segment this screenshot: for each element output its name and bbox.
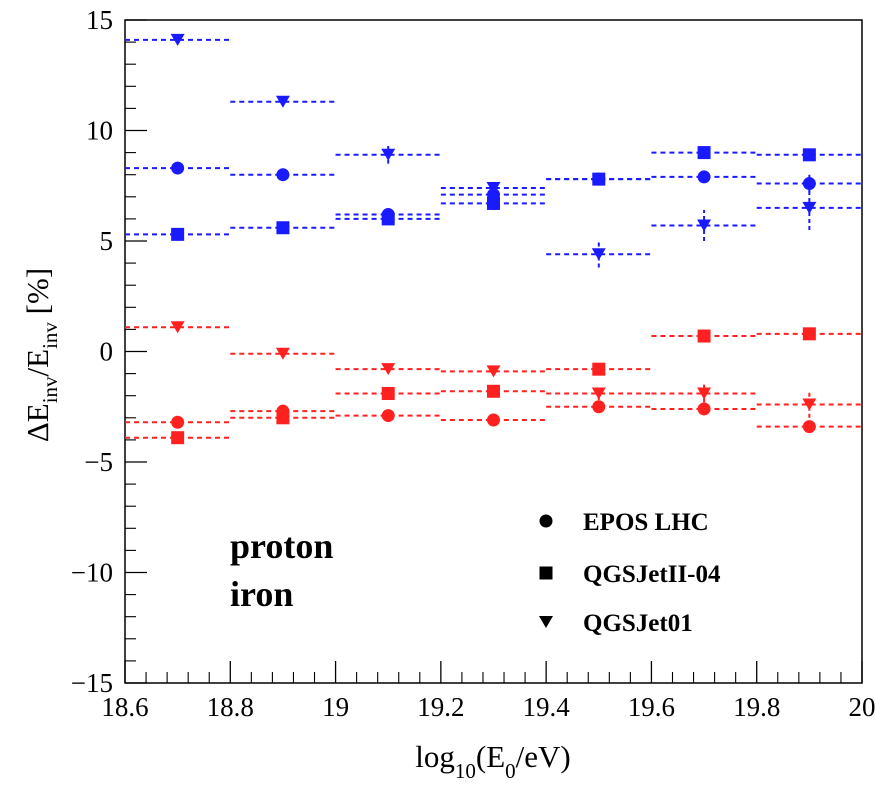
iron-epos-lhc-point <box>382 409 395 422</box>
iron-epos-lhc-point <box>698 402 711 415</box>
legend-marker-triangle-down <box>539 616 553 628</box>
y-tick-label: −5 <box>84 447 113 477</box>
legend-marker-square <box>540 567 553 580</box>
x-tick-label: 19 <box>322 692 349 722</box>
iron-qgsjetii-04-point <box>592 363 605 376</box>
legend-label-qgsjet01: QGSJet01 <box>583 610 693 637</box>
x-tick-label: 19.6 <box>628 692 675 722</box>
legend-label-qgsjetii-04: QGSJetII-04 <box>583 561 721 588</box>
legend-label-epos-lhc: EPOS LHC <box>583 509 709 536</box>
proton-qgsjetii-04-point <box>592 173 605 186</box>
iron-qgsjetii-04-point <box>382 387 395 400</box>
y-axis-title-delta: ΔE <box>20 403 55 442</box>
iron-epos-lhc-point <box>803 420 816 433</box>
x-axis-title-sub-2: 0 <box>505 759 516 783</box>
proton-epos-lhc-point <box>803 177 816 190</box>
y-axis-title-slash: /E <box>20 349 55 377</box>
proton-qgsjetii-04-point <box>276 221 289 234</box>
iron-epos-lhc-point <box>592 400 605 413</box>
proton-qgsjetii-04-point <box>382 212 395 225</box>
group-label-proton: proton <box>230 526 333 566</box>
legend: EPOS LHC QGSJetII-04 QGSJet01 <box>539 509 721 637</box>
iron-qgsjetii-04-point <box>487 385 500 398</box>
x-tick-label: 19.4 <box>523 692 571 722</box>
proton-qgsjetii-04-point <box>171 228 184 241</box>
iron-epos-lhc-point <box>171 416 184 429</box>
y-axis-title-unit: [%] <box>20 268 55 322</box>
proton-epos-lhc-point <box>276 168 289 181</box>
x-axis-title-mid: (E <box>476 739 505 774</box>
x-axis-title: log10(E0/eV) <box>415 739 570 783</box>
proton-qgsjetii-04-point <box>803 148 816 161</box>
y-tick-label: −10 <box>71 558 113 588</box>
y-tick-label: 5 <box>100 226 114 256</box>
proton-qgsjetii-04-point <box>487 197 500 210</box>
proton-epos-lhc-point <box>698 170 711 183</box>
y-axis-title: ΔEinv/Einv [%] <box>20 268 62 442</box>
iron-qgsjetii-04-point <box>803 327 816 340</box>
x-tick-label: 20 <box>849 692 875 722</box>
group-label-iron: iron <box>230 574 293 614</box>
proton-qgsjetii-04-point <box>698 146 711 159</box>
y-axis-title-sub-1: inv <box>38 376 62 403</box>
iron-qgsjetii-04-point <box>171 431 184 444</box>
legend-marker-circle <box>540 515 553 528</box>
x-tick-label: 19.8 <box>733 692 780 722</box>
proton-epos-lhc-point <box>171 162 184 175</box>
x-axis-title-end: /eV) <box>516 739 571 774</box>
y-axis-title-sub-2: inv <box>38 322 62 349</box>
y-tick-label: 0 <box>100 337 114 367</box>
x-tick-label: 18.8 <box>207 692 254 722</box>
x-axis-title-main: log <box>415 739 455 774</box>
x-axis-title-sub-1: 10 <box>455 759 476 783</box>
iron-qgsjetii-04-point <box>698 330 711 343</box>
data-marks <box>125 34 862 444</box>
y-tick-label: 15 <box>86 5 113 35</box>
iron-epos-lhc-point <box>487 414 500 427</box>
y-tick-label: 10 <box>86 116 113 146</box>
iron-qgsjetii-04-point <box>276 411 289 424</box>
x-tick-label: 19.2 <box>417 692 464 722</box>
y-tick-label: −15 <box>71 668 113 698</box>
